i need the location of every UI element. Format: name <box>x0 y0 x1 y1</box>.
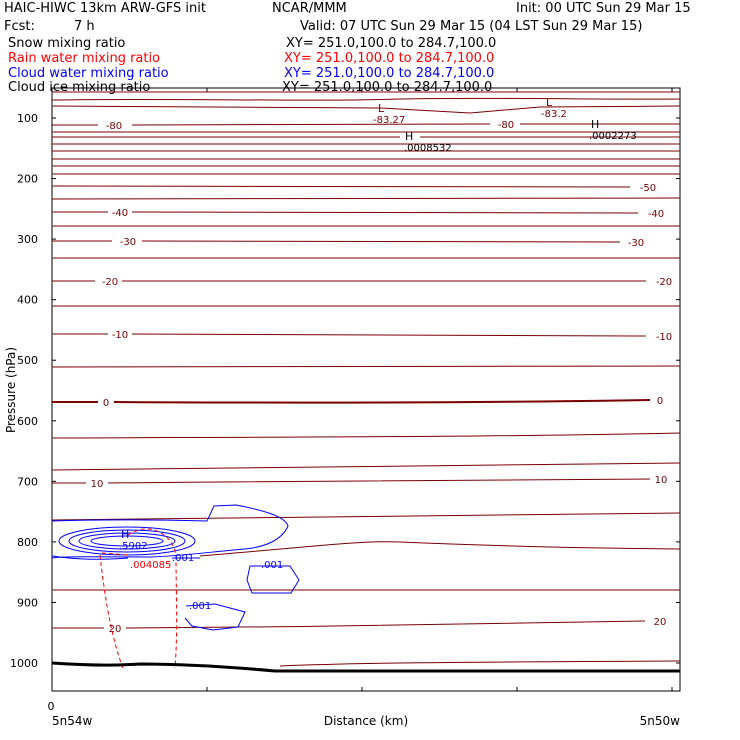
isotherm-label: -20 <box>656 277 672 288</box>
legend-snow-label: Snow mixing ratio <box>8 36 126 51</box>
rain-water-contour <box>99 554 124 669</box>
cloud-water-contour <box>68 529 186 553</box>
isotherm-line <box>125 620 646 629</box>
cloud-water-contour-label: .001 <box>261 560 283 571</box>
isotherm-line <box>199 541 681 557</box>
rain-max-value: .004085 <box>130 560 171 571</box>
y-tick-label: 800 <box>17 536 38 549</box>
y-axis-label: Pressure (hPa) <box>4 347 18 433</box>
low-marker: L <box>546 96 553 109</box>
legend-cloud-water-xy: XY= 251.0,100.0 to 284.7,100.0 <box>284 66 495 81</box>
isotherm-label: -20 <box>102 277 118 288</box>
isotherm-line <box>131 211 639 214</box>
isotherm-line <box>113 399 651 404</box>
isotherm-line <box>51 197 681 200</box>
isotherm-line <box>51 432 681 439</box>
x-axis-label: Distance (km) <box>324 714 408 728</box>
y-tick-label: 200 <box>17 173 38 186</box>
high-value: .0008532 <box>404 143 452 154</box>
y-tick-label: 900 <box>17 596 38 609</box>
rain-water-contour <box>127 528 178 669</box>
isotherm-line <box>51 97 681 101</box>
legend-cloud-water-label: Cloud water mixing ratio <box>8 66 169 81</box>
cloud-water-contour <box>184 603 246 631</box>
y-tick-label: 100 <box>17 112 38 125</box>
init-time: Init: 00 UTC Sun 29 Mar 15 <box>516 1 691 16</box>
forecast-hour: 7 h <box>74 19 95 34</box>
terrain-line <box>51 661 680 673</box>
isotherm-label: -40 <box>648 209 664 220</box>
x-left-location: 5n54w <box>52 714 93 728</box>
high-value: .5902 <box>119 541 148 552</box>
cloud-water-contour <box>246 565 300 594</box>
high-marker: H <box>591 118 599 131</box>
isotherm-line <box>51 365 681 368</box>
valid-time: Valid: 07 UTC Sun 29 Mar 15 (04 LST Sun … <box>300 19 643 34</box>
cloud-water-contour <box>51 504 289 559</box>
rain-water-contour <box>101 552 129 556</box>
y-tick-label: 300 <box>17 233 38 246</box>
extrema-markers: L -83.27 L -83.2 H .0008532 H .0002273 H… <box>119 96 637 612</box>
isotherm-label: -40 <box>112 208 128 219</box>
legend-rain-label: Rain water mixing ratio <box>8 51 161 66</box>
cloud-water-contour <box>51 555 129 560</box>
isotherm-label: 0 <box>103 398 109 409</box>
isotherm-label: -10 <box>112 330 128 341</box>
isotherm-labels: -80 -80 -50 -40 -40 -30 -30 -20 -20 -10 … <box>91 120 673 635</box>
isotherm-line <box>141 240 621 243</box>
isotherm-line <box>279 660 681 667</box>
isotherm-line <box>51 185 631 188</box>
isotherm-label: -80 <box>498 120 514 131</box>
cloud-water-contour <box>78 532 176 550</box>
cloud-water-contours <box>51 504 300 631</box>
rain-contour-label: .001 <box>172 553 194 564</box>
isotherm-label: -30 <box>628 238 644 249</box>
legend-snow-xy: XY= 251.0,100.0 to 284.7,100.0 <box>286 36 497 51</box>
y-tick-label: 1000 <box>10 657 38 670</box>
isotherm-line <box>131 123 491 126</box>
x-axis <box>51 88 673 691</box>
plot-frame <box>51 87 681 692</box>
low-marker: L <box>378 102 385 115</box>
y-tick-label: 700 <box>17 475 38 488</box>
isotherm-label: -50 <box>640 183 656 194</box>
legend-rain-xy: XY= 251.0,100.0 to 284.7,100.0 <box>284 51 495 66</box>
isotherm-line <box>131 333 647 337</box>
x-right-location: 5n50w <box>640 714 681 728</box>
low-value: -83.2 <box>541 109 567 120</box>
y-tick-label: 600 <box>17 415 38 428</box>
isotherm-line <box>107 478 651 484</box>
isotherm-label: -30 <box>120 237 136 248</box>
high-value: .0002273 <box>589 131 637 142</box>
isotherm-label: 20 <box>109 624 122 635</box>
cloud-water-contour <box>58 526 196 556</box>
rain-water-contours <box>99 528 178 669</box>
temperature-contours <box>51 91 681 667</box>
y-tick-label: 500 <box>17 354 38 367</box>
high-marker: H <box>405 130 413 143</box>
isotherm-line <box>51 512 681 521</box>
isotherm-line <box>51 105 681 114</box>
isotherm-label: -80 <box>106 121 122 132</box>
x-tick-label-zero: 0 <box>48 700 55 713</box>
forecast-label: Fcst: <box>4 19 35 34</box>
model-title: HAIC-HIWC 13km ARW-GFS init <box>4 1 206 16</box>
y-tick-label: 400 <box>17 294 38 307</box>
cloud-water-contour-label: .001 <box>189 601 211 612</box>
source-label: NCAR/MMM <box>272 1 347 16</box>
isotherm-label: 0 <box>657 396 663 407</box>
isotherm-label: 10 <box>91 479 104 490</box>
isotherm-line <box>51 462 681 471</box>
high-marker: H <box>121 528 129 541</box>
isotherm-label: 10 <box>655 475 668 486</box>
low-value: -83.27 <box>373 115 405 126</box>
cloud-water-contour <box>90 535 164 547</box>
isotherm-label: 20 <box>654 617 667 628</box>
isotherm-label: -10 <box>656 332 672 343</box>
